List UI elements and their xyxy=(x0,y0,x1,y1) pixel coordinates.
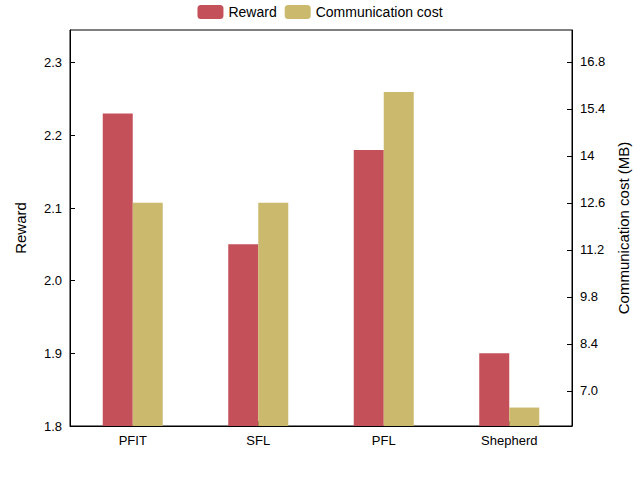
svg-text:2.1: 2.1 xyxy=(44,201,62,216)
svg-text:Reward: Reward xyxy=(12,202,29,254)
svg-text:Reward: Reward xyxy=(228,4,276,20)
svg-text:SFL: SFL xyxy=(246,433,270,448)
svg-text:16.8: 16.8 xyxy=(580,54,605,69)
svg-text:12.6: 12.6 xyxy=(580,195,605,210)
svg-text:11.2: 11.2 xyxy=(580,242,604,257)
svg-text:Communication cost: Communication cost xyxy=(316,4,443,20)
svg-text:15.4: 15.4 xyxy=(580,101,605,116)
svg-text:PFL: PFL xyxy=(372,433,396,448)
svg-text:Communication cost (MB): Communication cost (MB) xyxy=(615,142,632,315)
svg-text:Shepherd: Shepherd xyxy=(481,433,537,448)
svg-text:1.9: 1.9 xyxy=(44,346,62,361)
svg-text:1.8: 1.8 xyxy=(44,419,62,434)
svg-text:2.2: 2.2 xyxy=(44,128,62,143)
svg-text:14: 14 xyxy=(580,148,594,163)
svg-text:9.8: 9.8 xyxy=(580,289,598,304)
svg-text:8.4: 8.4 xyxy=(580,336,598,351)
svg-text:PFIT: PFIT xyxy=(119,433,147,448)
svg-text:7.0: 7.0 xyxy=(580,383,598,398)
svg-text:2.3: 2.3 xyxy=(44,55,62,70)
svg-text:2.0: 2.0 xyxy=(44,273,62,288)
